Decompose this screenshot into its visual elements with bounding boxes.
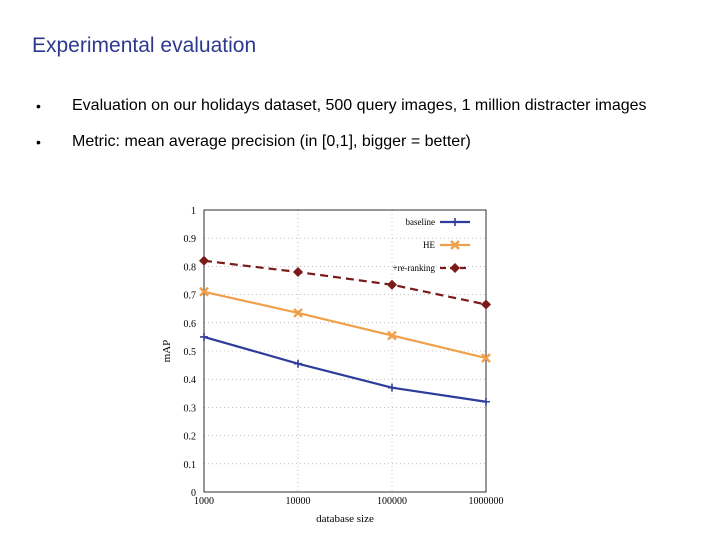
- y-axis-label: mAP: [161, 340, 173, 363]
- x-tick-label: 1000: [194, 496, 214, 507]
- y-tick-label: 0.7: [184, 291, 197, 302]
- y-tick-label: 0.5: [184, 347, 197, 358]
- slide-title: Experimental evaluation: [32, 34, 257, 57]
- y-tick-label: 0.2: [184, 432, 197, 443]
- x-tick-label: 10000: [286, 496, 311, 507]
- bullet-text: Evaluation on our holidays dataset, 500 …: [72, 97, 647, 114]
- x-tick-label: 100000: [377, 496, 407, 507]
- data-point-0-0: [200, 332, 208, 341]
- series-line-0: [203, 335, 487, 403]
- y-tick-label: 1: [191, 206, 196, 217]
- legend-label: baseline: [406, 217, 436, 227]
- bullet-list: • Evaluation on our holidays dataset, 50…: [36, 96, 686, 168]
- y-tick-label: 0: [191, 488, 196, 499]
- bullet-dot-icon: •: [36, 98, 41, 114]
- y-tick-label: 0.3: [184, 403, 197, 414]
- legend-marker-1: [450, 240, 460, 250]
- legend-label: HE: [423, 240, 435, 250]
- y-tick-label: 0.9: [184, 234, 197, 245]
- legend-marker-2: [450, 263, 460, 273]
- y-tick-label: 0.8: [184, 262, 197, 273]
- bullet-dot-icon: •: [36, 134, 41, 150]
- y-tick-label: 0.1: [184, 460, 197, 471]
- data-point-2-1: [293, 267, 303, 278]
- data-point-2-2: [387, 279, 397, 290]
- x-axis-label: database size: [316, 513, 374, 525]
- data-point-0-2: [388, 383, 396, 392]
- legend-label: +re-ranking: [392, 263, 435, 273]
- x-tick-label: 1000000: [469, 496, 504, 507]
- bullet-item: • Metric: mean average precision (in [0,…: [36, 132, 686, 152]
- data-point-0-3: [482, 397, 490, 406]
- data-point-1-0: [199, 286, 209, 297]
- series-line-2: [203, 259, 487, 306]
- legend-marker-0: [451, 218, 459, 226]
- y-tick-label: 0.6: [184, 319, 197, 330]
- data-point-1-2: [387, 330, 397, 341]
- data-point-2-0: [199, 255, 209, 266]
- plot-frame: [203, 209, 487, 493]
- bullet-text: Metric: mean average precision (in [0,1]…: [72, 133, 471, 150]
- data-point-1-1: [293, 308, 303, 318]
- data-point-1-3: [481, 353, 491, 363]
- series-line-1: [203, 290, 487, 360]
- data-point-0-1: [294, 359, 302, 368]
- y-tick-label: 0.4: [184, 375, 197, 386]
- data-point-2-3: [481, 299, 491, 310]
- bullet-item: • Evaluation on our holidays dataset, 50…: [36, 96, 686, 116]
